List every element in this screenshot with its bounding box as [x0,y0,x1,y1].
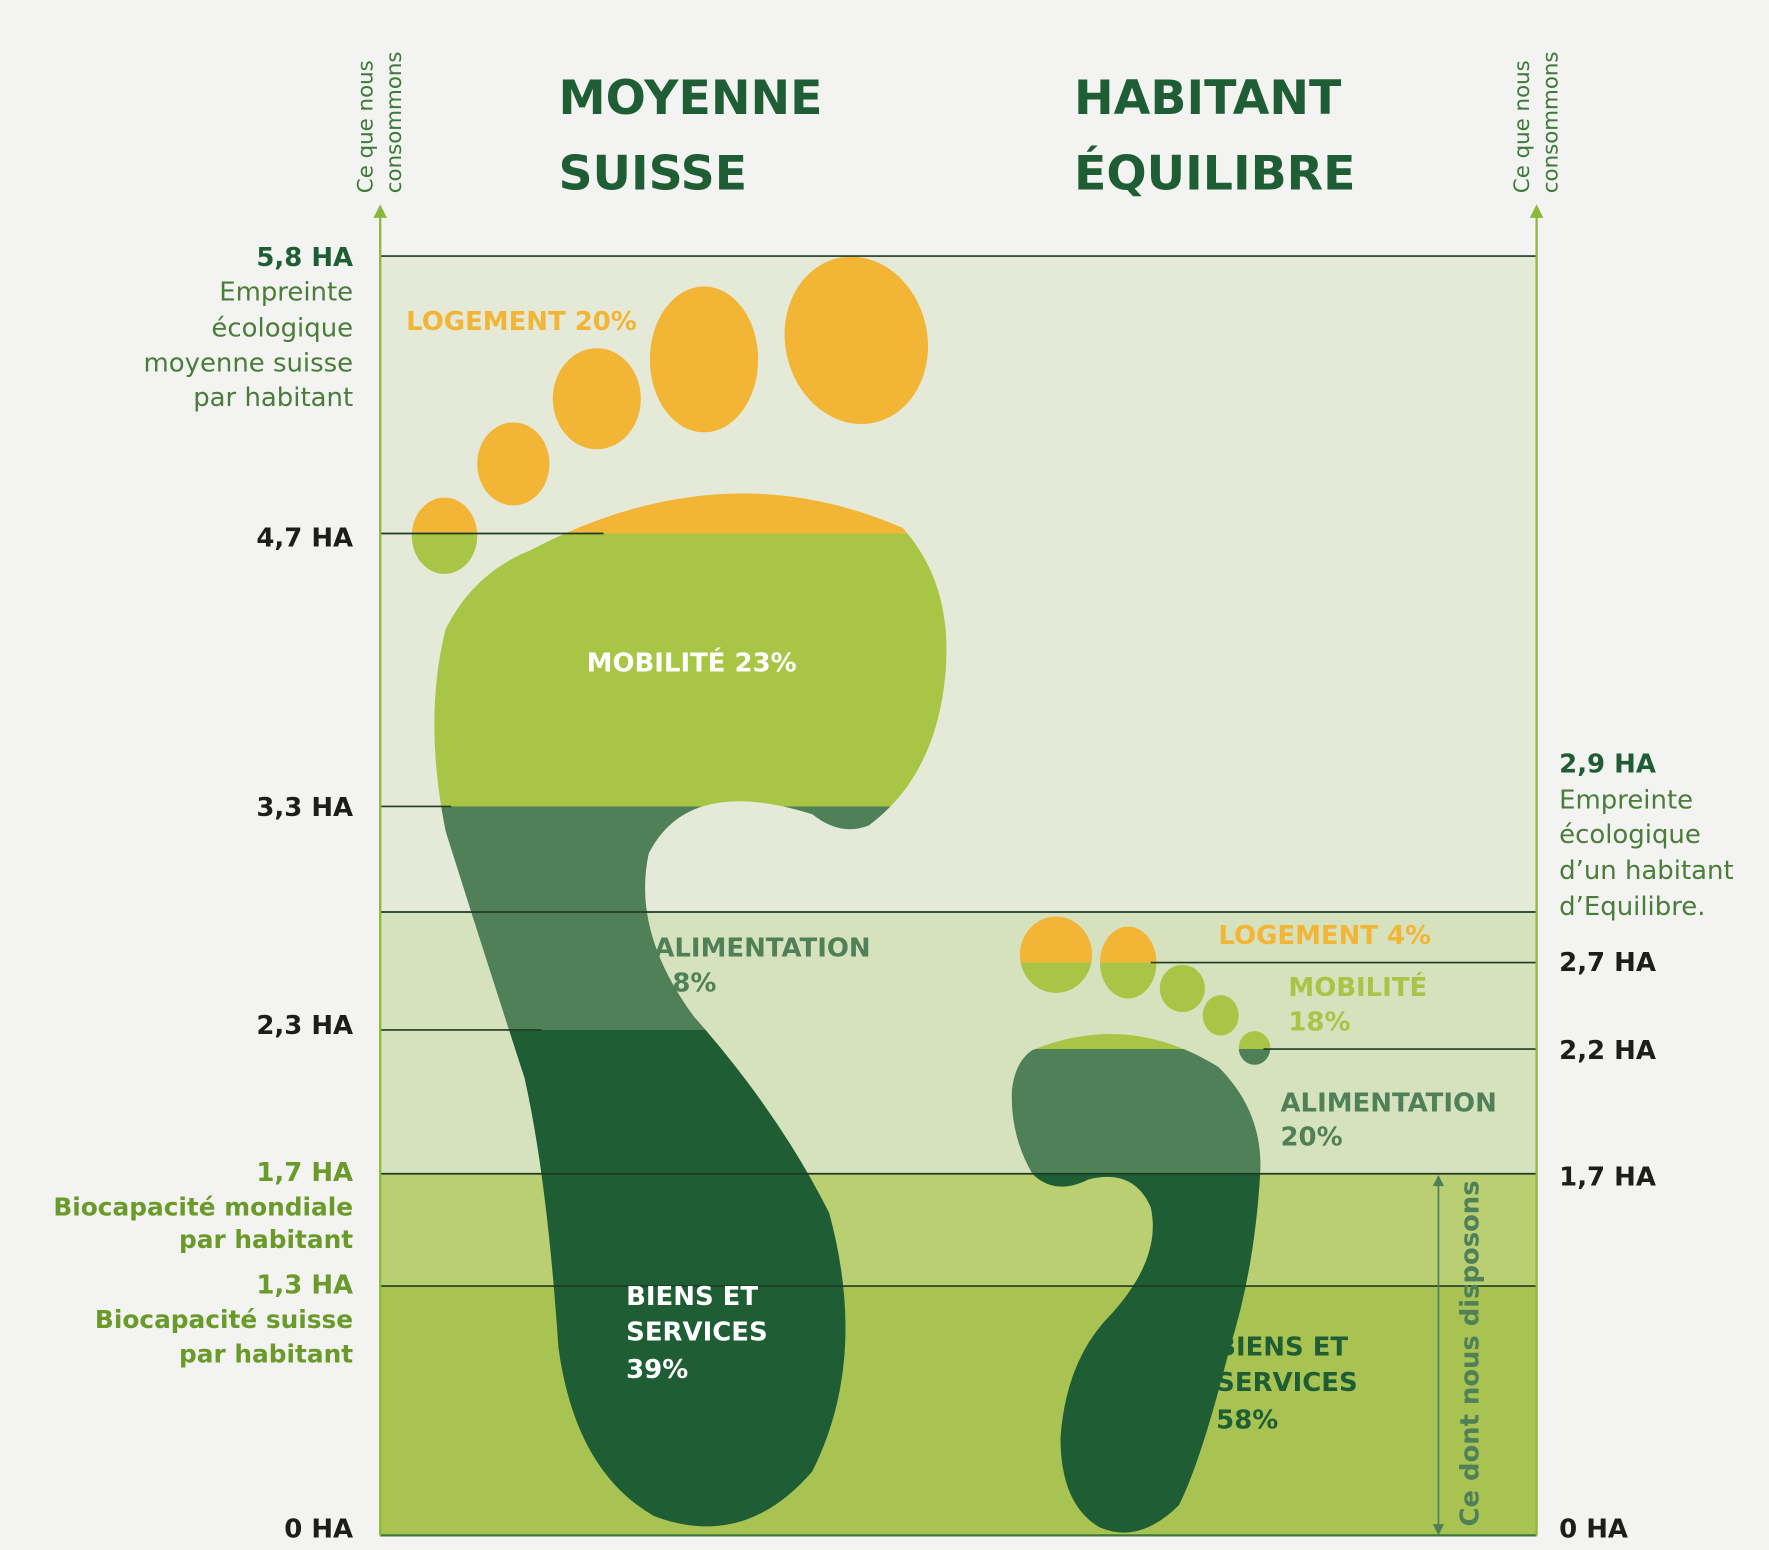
tick-label: 0 HA [1559,1514,1628,1544]
segment-label: SERVICES [626,1318,768,1348]
tick-label: 0 HA [284,1514,353,1544]
segment-label: LOGEMENT 20% [406,307,637,337]
axis-label: consommons [382,52,407,194]
axis-label: Ce que nous [1510,60,1535,193]
tick-label: 2,7 HA [1559,948,1656,978]
segment-label: 18% [654,968,716,998]
tick-label: 3,3 HA [256,793,353,823]
segment-label: BIENS ET [626,1282,758,1312]
tick-label: 4,7 HA [256,524,353,554]
segment-label: 58% [1216,1405,1278,1435]
header: HABITANT [1074,71,1341,126]
tick-label: 1,7 HA [256,1158,353,1188]
segment-label: 20% [1280,1122,1342,1152]
segment-label: BIENS ET [1216,1332,1348,1362]
segment-label: 39% [626,1355,688,1385]
segment-label: MOBILITÉ 23% [587,646,797,678]
note: par habitant [179,1225,353,1254]
axis-label: consommons [1538,52,1563,194]
segment-label: SERVICES [1216,1368,1358,1398]
note: Biocapacité suisse [95,1305,353,1334]
note: d’Equilibre. [1559,892,1705,922]
axis-label: Ce dont nous disposons [1456,1180,1486,1526]
header: ÉQUILIBRE [1074,144,1355,201]
tick-label: 2,2 HA [1559,1036,1656,1066]
note: par habitant [193,383,353,413]
segment-label: MOBILITÉ [1288,971,1427,1003]
header: MOYENNE [558,71,822,126]
right-scale: 2,9 HA Empreinte écologique d’un habitan… [1559,749,1733,1544]
note: Empreinte [219,278,353,308]
infographic: Ce que nous consommons Ce que nous conso… [0,0,1769,1550]
note: écologique [1559,820,1701,850]
tick-label: 2,3 HA [256,1011,353,1041]
segment-label: ALIMENTATION [654,934,870,964]
headers: MOYENNE SUISSE HABITANT ÉQUILIBRE [558,71,1355,201]
note: Biocapacité mondiale [53,1193,353,1222]
note: Empreinte [1559,785,1693,815]
tick-label: 5,8 HA [256,243,353,273]
tick-label: 2,9 HA [1559,749,1656,779]
segment-label: 18% [1288,1008,1350,1038]
note: d’un habitant [1559,856,1733,886]
axis-label: Ce que nous [354,60,379,193]
segment-label: LOGEMENT 4% [1218,921,1431,951]
header: SUISSE [558,146,747,201]
segment-label: ALIMENTATION [1280,1089,1496,1119]
note: moyenne suisse [143,348,353,378]
tick-label: 1,3 HA [256,1271,353,1301]
left-scale: 5,8 HA Empreinte écologique moyenne suis… [53,243,353,1544]
note: par habitant [179,1340,353,1369]
tick-label: 1,7 HA [1559,1163,1656,1193]
note: écologique [211,314,353,344]
